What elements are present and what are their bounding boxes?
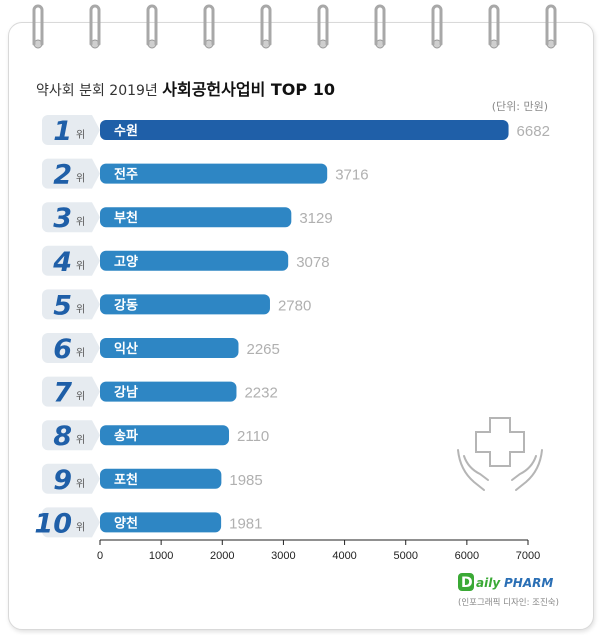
category-label: 익산	[114, 341, 138, 357]
category-label: 부천	[114, 211, 138, 226]
bar	[100, 381, 237, 402]
value-label: 1985	[229, 472, 262, 489]
dailypharm-logo: D aily PHARM	[458, 573, 553, 591]
x-tick-label: 1000	[149, 550, 173, 562]
spiral-ring-icon	[545, 4, 557, 49]
value-label: 1981	[229, 515, 262, 532]
category-label: 포천	[114, 473, 138, 488]
category-label: 고양	[114, 255, 138, 270]
rank-suffix: 위	[76, 259, 85, 272]
title-main: 사회공헌사업비 TOP 10	[162, 80, 335, 99]
rank-badge	[42, 463, 100, 494]
rank-badge	[42, 420, 100, 451]
rank-number: 10	[34, 508, 72, 539]
rank-number: 6	[53, 334, 72, 365]
value-label: 2265	[246, 341, 279, 358]
bar	[100, 120, 509, 140]
rank-suffix: 위	[76, 302, 85, 315]
rank-number: 4	[52, 247, 72, 278]
rank-badge	[42, 376, 100, 407]
value-label: 2232	[244, 385, 277, 402]
rank-badge	[42, 333, 100, 363]
rank-badge	[42, 115, 100, 145]
rank-number: 3	[53, 203, 72, 234]
bar	[100, 207, 292, 228]
x-tick-label: 5000	[393, 550, 417, 562]
bar	[100, 468, 222, 489]
medical-cross-hands-icon	[457, 417, 543, 491]
spiral-ring-icon	[431, 4, 443, 49]
bar	[100, 425, 230, 446]
x-tick-label: 0	[97, 550, 103, 562]
svg-text:aily: aily	[476, 576, 501, 590]
category-label: 전주	[114, 167, 138, 183]
bar	[100, 250, 289, 271]
rank-suffix: 위	[76, 128, 85, 141]
spiral-ring-icon	[260, 4, 272, 49]
spiral-ring-icon	[203, 4, 215, 49]
spiral-ring-icon	[488, 4, 500, 49]
value-label: 6682	[517, 123, 550, 140]
spiral-ring-icon	[146, 4, 158, 49]
value-label: 3716	[335, 167, 368, 184]
rank-suffix: 위	[76, 433, 85, 446]
x-tick-label: 3000	[271, 550, 295, 562]
rank-badge	[42, 158, 100, 189]
credit-text: (인포그래픽 디자인: 조진숙)	[458, 598, 559, 608]
unit-label: (단위: 만원)	[491, 100, 548, 113]
rank-number: 5	[53, 290, 72, 321]
x-tick-label: 2000	[210, 550, 234, 562]
chart-title: 약사회 분회 2019년 사회공헌사업비 TOP 10	[36, 76, 335, 100]
x-tick-label: 4000	[332, 550, 356, 562]
bar	[100, 512, 222, 533]
rank-suffix: 위	[76, 346, 85, 359]
value-label: 2780	[278, 297, 311, 314]
category-label: 강남	[114, 385, 138, 401]
rank-number: 8	[53, 421, 72, 452]
category-label: 수원	[114, 124, 138, 139]
rank-badge	[42, 507, 100, 538]
svg-text:PHARM: PHARM	[504, 576, 553, 590]
bar	[100, 338, 239, 358]
value-label: 3129	[299, 210, 332, 227]
bar	[100, 294, 270, 315]
rank-suffix: 위	[76, 477, 85, 490]
svg-text:D: D	[461, 575, 473, 591]
title-prefix: 약사회 분회 2019년	[36, 83, 163, 99]
rank-number: 9	[53, 465, 72, 496]
rank-number: 1	[53, 116, 72, 147]
bar	[100, 163, 328, 184]
rank-suffix: 위	[76, 520, 85, 533]
spiral-ring-icon	[89, 4, 101, 49]
value-label: 3078	[296, 254, 329, 271]
rank-badge	[42, 289, 100, 320]
rank-suffix: 위	[76, 390, 85, 403]
rank-suffix: 위	[76, 215, 85, 228]
category-label: 강동	[114, 297, 138, 313]
category-label: 송파	[114, 429, 138, 444]
rank-number: 7	[53, 378, 72, 409]
value-label: 2110	[237, 428, 269, 445]
rank-badge	[42, 245, 100, 276]
spiral-ring-icon	[374, 4, 386, 49]
rank-badge	[42, 202, 100, 233]
spiral-ring-icon	[32, 4, 44, 49]
rank-suffix: 위	[76, 172, 85, 185]
category-label: 양천	[114, 516, 138, 531]
x-tick-label: 6000	[455, 550, 479, 562]
spiral-ring-icon	[317, 4, 329, 49]
x-tick-label: 7000	[516, 550, 540, 562]
spiral-binding	[32, 4, 557, 49]
rank-number: 2	[53, 160, 72, 191]
